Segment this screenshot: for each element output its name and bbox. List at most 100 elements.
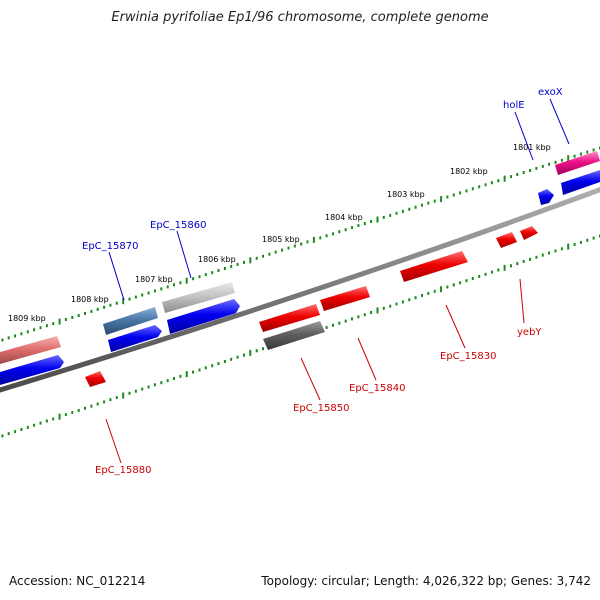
- minor-tick: [389, 213, 392, 217]
- minor-tick: [255, 349, 258, 353]
- gene-blue-cds[interactable]: [561, 170, 600, 195]
- minor-tick: [211, 271, 214, 275]
- minor-tick: [230, 264, 233, 268]
- map-title: Erwinia pyrifoliae Ep1/96 chromosome, co…: [111, 10, 489, 25]
- minor-tick: [26, 330, 29, 334]
- minor-tick: [134, 295, 137, 299]
- minor-tick: [26, 425, 29, 429]
- minor-tick: [77, 408, 80, 412]
- kbp-label: 1804 kbp: [325, 213, 363, 222]
- minor-tick: [382, 215, 385, 219]
- minor-tick: [344, 319, 347, 323]
- minor-tick: [134, 389, 137, 393]
- minor-tick: [147, 291, 150, 295]
- major-tick: [376, 216, 379, 223]
- minor-tick: [522, 260, 525, 263]
- major-tick: [185, 371, 188, 378]
- minor-tick: [45, 419, 48, 423]
- label-EpC_15840: EpC_15840: [349, 383, 405, 394]
- minor-tick: [573, 243, 576, 246]
- gene-yebY[interactable]: [520, 226, 538, 240]
- minor-tick: [357, 315, 360, 319]
- kbp-label: 1808 kbp: [71, 295, 109, 304]
- minor-tick: [510, 175, 512, 179]
- minor-tick: [401, 209, 404, 213]
- minor-tick: [230, 357, 233, 361]
- minor-tick: [325, 234, 328, 238]
- minor-tick: [408, 207, 411, 211]
- gene-salmon-cds[interactable]: [0, 336, 61, 364]
- minor-tick: [421, 294, 423, 297]
- minor-tick: [179, 281, 182, 285]
- leader-yebY: [519, 278, 525, 324]
- minor-tick: [45, 324, 48, 328]
- minor-tick: [586, 238, 589, 242]
- gene-blue-cds[interactable]: [0, 355, 64, 385]
- minor-tick: [103, 400, 106, 404]
- minor-tick: [198, 368, 201, 372]
- minor-tick: [39, 421, 42, 425]
- gene-red-cds[interactable]: [496, 232, 517, 248]
- minor-tick: [243, 260, 245, 264]
- leader-exoX: [549, 98, 570, 145]
- minor-tick: [173, 377, 175, 380]
- upper-tick-ruler: [1, 146, 600, 342]
- minor-tick: [268, 252, 271, 256]
- minor-tick: [427, 201, 430, 205]
- major-tick: [567, 243, 570, 250]
- minor-tick: [541, 164, 544, 168]
- minor-tick: [433, 199, 436, 203]
- gene-exoX[interactable]: [555, 151, 600, 175]
- minor-tick: [516, 262, 519, 266]
- major-tick: [440, 286, 443, 293]
- minor-tick: [153, 289, 156, 293]
- gene-blue-cds[interactable]: [108, 325, 162, 352]
- gene-EpC_15850[interactable]: [263, 321, 325, 350]
- minor-tick: [465, 189, 468, 193]
- minor-tick: [338, 230, 341, 234]
- gene-EpC_15840[interactable]: [320, 286, 370, 311]
- minor-tick: [351, 317, 353, 321]
- reverse-genes: [85, 226, 538, 387]
- minor-tick: [52, 417, 55, 421]
- major-tick: [122, 392, 125, 399]
- gene-EpC_15880[interactable]: [85, 371, 106, 387]
- minor-tick: [20, 332, 23, 336]
- major-tick: [185, 277, 188, 284]
- minor-tick: [560, 158, 563, 162]
- minor-tick: [306, 240, 309, 244]
- leader-EpC_15860: [176, 230, 192, 279]
- minor-tick: [395, 302, 398, 306]
- minor-tick: [592, 148, 595, 152]
- minor-tick: [109, 398, 112, 402]
- minor-tick: [71, 316, 74, 319]
- gene-holE[interactable]: [538, 189, 554, 205]
- minor-tick: [414, 296, 417, 300]
- minor-tick: [478, 185, 481, 189]
- leader-EpC_15880: [105, 418, 122, 464]
- minor-tick: [471, 277, 474, 280]
- major-tick: [249, 257, 252, 264]
- minor-tick: [395, 211, 398, 215]
- forward-genes: [0, 151, 600, 385]
- minor-tick: [497, 268, 500, 272]
- gene-red-cds[interactable]: [259, 304, 320, 332]
- kbp-label: 1801 kbp: [513, 143, 551, 152]
- minor-tick: [300, 242, 303, 246]
- minor-tick: [579, 152, 582, 156]
- minor-tick: [382, 306, 385, 310]
- gene-EpC_15870[interactable]: [103, 307, 158, 335]
- major-tick: [249, 349, 252, 356]
- chromosome-backbone: [0, 187, 600, 393]
- gene-blue-cds[interactable]: [167, 299, 240, 334]
- gene-EpC_15830[interactable]: [400, 251, 468, 282]
- minor-tick: [332, 323, 334, 327]
- kbp-label: 1807 kbp: [135, 275, 173, 284]
- minor-tick: [77, 314, 80, 317]
- minor-tick: [236, 262, 239, 266]
- minor-tick: [529, 257, 532, 261]
- minor-tick: [446, 285, 449, 289]
- minor-tick: [560, 247, 563, 251]
- minor-tick: [548, 251, 551, 255]
- gene-EpC_15860[interactable]: [162, 282, 235, 313]
